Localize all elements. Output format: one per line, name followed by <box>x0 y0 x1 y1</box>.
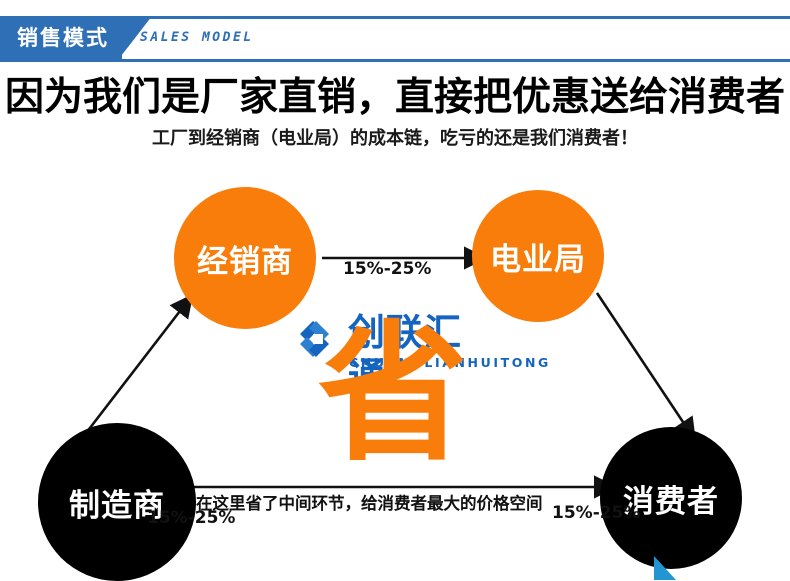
brand-logo-icon <box>300 321 329 357</box>
banner-dark-wedge <box>118 16 152 60</box>
diagram-node-manufacturer-label: 制造商 <box>69 487 165 524</box>
banner-title-cn: 销售模式 <box>17 26 109 50</box>
brand-watermark: 创联汇通 CHUANGLIANHUITONG <box>296 311 548 398</box>
page-title: 因为我们是厂家直销，直接把优惠送给消费者 <box>4 74 785 120</box>
edge-label-bureau-to-consumer: 15%-25% <box>552 503 641 523</box>
banner-title-block <box>0 16 122 60</box>
diagram-node-dealer-label: 经销商 <box>197 243 293 280</box>
banner-top-rule <box>0 16 790 19</box>
edge-label-maker-to-consumer: 在这里省了中间环节，给消费者最大的价格空间 <box>196 494 543 513</box>
diagram-node-consumer: 消费者 <box>600 427 742 569</box>
diagram-node-bureau-label: 电业局 <box>490 241 586 278</box>
diagram-node-manufacturer: 制造商 <box>38 423 196 581</box>
diagram-node-consumer-label: 消费者 <box>623 483 719 520</box>
edge-label-maker-to-dealer: 15%-25% <box>147 508 236 528</box>
brand-name-cn-rest: 联汇通 <box>348 311 462 398</box>
banner-title-en: SALES MODEL <box>140 30 254 45</box>
brand-name-cn-first: 创 <box>348 311 386 354</box>
banner-bottom-rule <box>0 59 790 62</box>
diagram-node-dealer: 经销商 <box>174 187 316 329</box>
footer-accent-triangle <box>654 556 676 580</box>
page-subtitle: 工厂到经销商（电业局）的成本链，吃亏的还是我们消费者！ <box>152 128 638 149</box>
big-save-glyph: 省 <box>318 308 469 482</box>
brand-name-en: CHUANGLIANHUITONG <box>349 355 551 370</box>
edge-label-dealer-to-bureau: 15%-25% <box>343 259 432 279</box>
section-header-banner: 销售模式 SALES MODEL <box>0 16 790 62</box>
brand-name-cn: 创联汇通 <box>348 311 496 399</box>
sales-model-diagram: 经销商 电业局 制造商 消费者 15%-25% 15%-25% 15%-25% … <box>0 165 790 581</box>
diagram-node-bureau: 电业局 <box>472 190 604 322</box>
